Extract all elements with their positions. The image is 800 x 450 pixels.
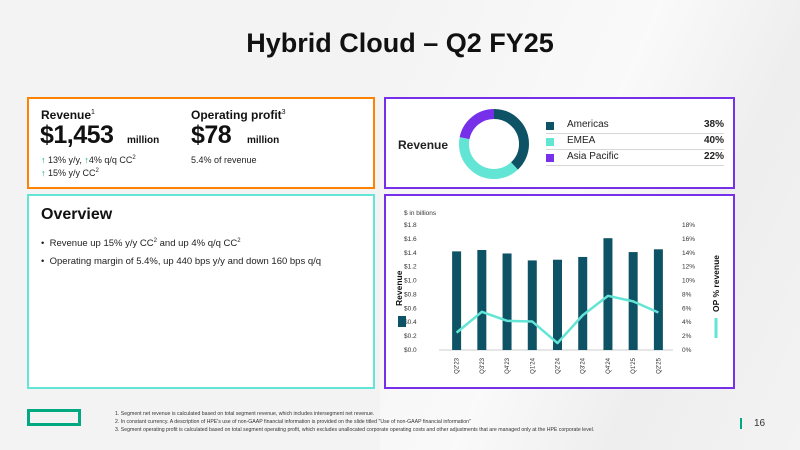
revenue-chart-panel: $ in billions $0.0 $0.2 $0.4 $0.6 $0.8 $1.0 $1.… (384, 194, 735, 389)
operating-profit-value: $78 (191, 121, 232, 149)
legend-divider (546, 165, 724, 166)
y2-tick-label: 4% (682, 319, 692, 326)
x-tick-label: Q4'24 (606, 357, 612, 373)
x-tick-label: Q2'23 (455, 357, 461, 373)
y2-tick-label: 12% (682, 264, 695, 271)
legend-item-americas: Americas 38% (546, 119, 724, 134)
legend-percent: 38% (703, 119, 724, 130)
page-number: 16 (754, 418, 766, 429)
donut-slice-asia-pacific (459, 109, 529, 179)
y-axis-legend-swatch (398, 316, 406, 327)
revenue-bar (553, 259, 562, 350)
x-tick-label: Q3'23 (480, 357, 486, 373)
revenue-bar (502, 253, 512, 350)
revenue-op-chart: $ in billions $0.0 $0.2 $0.4 $0.6 $0.8 $1.0 $1.… (394, 210, 721, 374)
up-arrow-icon: ↑ (41, 155, 46, 165)
y2-tick-label: 18% (682, 222, 695, 229)
y-tick-label: $1.4 (404, 250, 417, 257)
revenue-unit: million (127, 135, 160, 146)
y2-tick-label: 2% (682, 333, 692, 340)
legend-item-emea: EMEA 40% (546, 135, 724, 150)
x-tick-label: Q2'25 (656, 357, 662, 373)
legend-swatch (546, 154, 554, 162)
legend-percent: 40% (703, 135, 724, 146)
revenue-growth-line2: ↑ 15% y/y CC2 (41, 168, 99, 178)
y-tick-label: $0.2 (404, 333, 417, 340)
revenue-label: Revenue1 (41, 108, 95, 122)
page-number-divider (740, 418, 742, 429)
financial-metrics-panel: Revenue1 $1,453 million ↑ 13% y/y, ↑4% q… (27, 97, 375, 189)
revenue-bar (452, 251, 462, 350)
revenue-bar (527, 260, 537, 350)
operating-profit-label: Operating profit3 (191, 108, 286, 122)
x-tick-label: Q1'25 (631, 357, 637, 373)
up-arrow-icon: ↑ (84, 155, 89, 165)
up-arrow-icon: ↑ (41, 168, 46, 178)
x-tick-label: Q4'23 (505, 357, 511, 373)
overview-title: Overview (41, 206, 113, 223)
y-tick-label: $0.6 (404, 305, 417, 312)
legend-swatch (546, 138, 554, 146)
y-tick-label: $0.0 (404, 347, 417, 354)
y-tick-label: $1.2 (404, 264, 417, 271)
legend-divider (546, 149, 724, 150)
legend-divider (546, 133, 724, 134)
y2-tick-label: 0% (682, 347, 692, 354)
overview-bullet: • Revenue up 15% y/y CC2 and up 4% q/q C… (41, 238, 241, 250)
legend-label: Americas (567, 119, 609, 130)
legend-label: EMEA (567, 135, 596, 146)
y-tick-label: $0.4 (404, 319, 417, 326)
x-tick-label: Q3'24 (581, 357, 587, 373)
overview-panel: Overview • Revenue up 15% y/y CC2 and up… (27, 194, 375, 389)
y-tick-label: $1.6 (404, 236, 417, 243)
revenue-value: $1,453 (40, 121, 114, 149)
legend-swatch (546, 122, 554, 130)
donut-slice-emea (459, 109, 529, 179)
y2-tick-label: 8% (682, 291, 692, 298)
y-tick-label: $1.0 (404, 278, 417, 285)
footnote: 1. Segment net revenue is calculated bas… (115, 411, 375, 417)
x-tick-label: Q2'24 (556, 357, 562, 373)
revenue-mix-panel: Revenue Americas 38% EMEA 40% Asia Pacific 22… (384, 97, 735, 189)
revenue-bar (477, 250, 487, 350)
x-tick-label: Q1'24 (530, 357, 536, 373)
y2-tick-label: 16% (682, 236, 695, 243)
y2-tick-label: 10% (682, 278, 695, 285)
revenue-mix-label: Revenue (398, 138, 449, 152)
y-tick-label: $0.8 (404, 291, 417, 298)
legend-percent: 22% (703, 151, 724, 162)
revenue-growth-line1: ↑ 13% y/y, ↑4% q/q CC2 (41, 155, 136, 165)
y-tick-label: $1.8 (404, 222, 417, 229)
y2-tick-label: 6% (682, 305, 692, 312)
y-axis-title: Revenue (394, 270, 404, 306)
footnote: 3. Segment operating profit is calculate… (115, 427, 595, 433)
operating-margin: 5.4% of revenue (191, 155, 257, 165)
footnotes: 1. Segment net revenue is calculated bas… (115, 410, 594, 434)
y2-tick-label: 14% (682, 250, 695, 257)
page-title: Hybrid Cloud – Q2 FY25 (246, 28, 554, 58)
legend-label: Asia Pacific (567, 151, 619, 162)
revenue-mix-donut (459, 109, 529, 179)
revenue-bar (653, 249, 663, 350)
footnote: 2. In constant currency. A description o… (115, 419, 471, 425)
revenue-bar (578, 256, 588, 350)
operating-profit-unit: million (247, 135, 280, 146)
chart-unit-label: $ in billions (404, 210, 437, 217)
hpe-logo (27, 409, 81, 426)
legend-item-asia-pacific: Asia Pacific 22% (546, 151, 724, 166)
y2-axis-title: OP % revenue (711, 255, 721, 312)
revenue-bar (603, 238, 613, 350)
overview-bullet: • Operating margin of 5.4%, up 440 bps y… (41, 256, 322, 267)
